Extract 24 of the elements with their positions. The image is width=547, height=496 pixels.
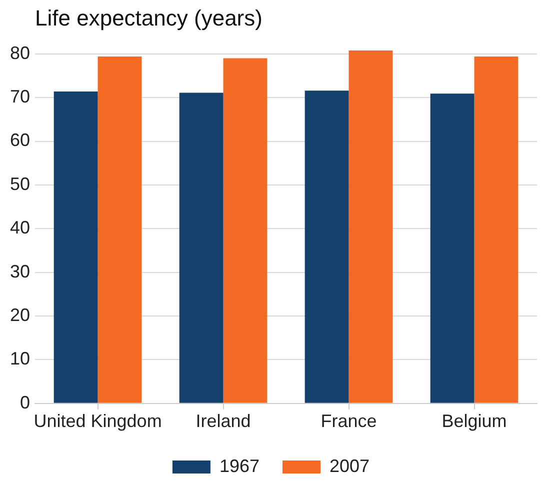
x-tick-label: France bbox=[320, 411, 377, 432]
y-tick-label: 80 bbox=[10, 42, 30, 63]
bar bbox=[223, 58, 268, 403]
y-tick-label: 0 bbox=[20, 392, 30, 412]
y-tick-label: 30 bbox=[10, 261, 30, 282]
x-tick-label: United Kingdom bbox=[34, 411, 162, 432]
bar bbox=[474, 56, 518, 403]
y-tick-label: 50 bbox=[10, 174, 30, 194]
y-tick-label: 20 bbox=[10, 304, 30, 325]
y-tick-label: 70 bbox=[10, 86, 30, 107]
legend-label: 2007 bbox=[330, 456, 370, 476]
bar bbox=[348, 50, 393, 403]
bar bbox=[179, 92, 224, 403]
chart-title: Life expectancy (years) bbox=[35, 5, 262, 30]
bar bbox=[304, 90, 349, 403]
bar bbox=[54, 91, 98, 403]
x-tick-label: Ireland bbox=[196, 411, 251, 432]
y-tick-label: 60 bbox=[10, 130, 30, 150]
y-tick-label: 40 bbox=[10, 218, 30, 238]
legend-label: 1967 bbox=[219, 456, 260, 476]
bar bbox=[98, 56, 142, 403]
y-tick-label: 10 bbox=[10, 348, 30, 369]
bar bbox=[430, 94, 474, 403]
x-tick-label: Belgium bbox=[442, 411, 507, 432]
